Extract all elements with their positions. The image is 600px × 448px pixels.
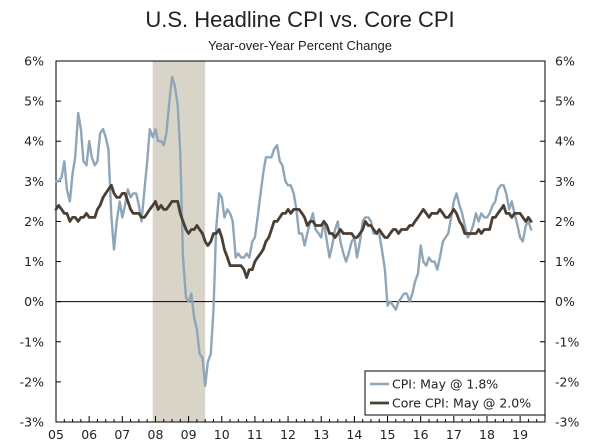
x-tick-label: 09 <box>181 427 197 442</box>
y-tick-label-right: 4% <box>555 134 575 149</box>
x-tick-label: 13 <box>313 427 329 442</box>
legend-label-cpi: CPI: May @ 1.8% <box>392 377 498 392</box>
chart-title: U.S. Headline CPI vs. Core CPI <box>145 7 455 32</box>
x-tick-label: 12 <box>280 427 296 442</box>
x-tick-label: 07 <box>114 427 130 442</box>
y-tick-label-left: 4% <box>24 134 44 149</box>
y-tick-label-left: -3% <box>20 415 44 430</box>
x-tick-label: 05 <box>48 427 64 442</box>
x-tick-label: 15 <box>380 427 396 442</box>
y-tick-label-left: 3% <box>24 174 44 189</box>
series-line-core-cpi <box>54 183 533 279</box>
x-tick-label: 17 <box>446 427 462 442</box>
y-tick-label-right: 5% <box>555 94 575 109</box>
y-tick-label-left: -2% <box>20 374 44 389</box>
chart-subtitle: Year-over-Year Percent Change <box>207 38 393 53</box>
x-tick-label: 08 <box>148 427 164 442</box>
y-tick-label-right: 3% <box>555 174 575 189</box>
y-tick-label-left: -1% <box>20 334 44 349</box>
y-tick-label-left: 5% <box>24 94 44 109</box>
legend-box <box>364 370 546 416</box>
y-tick-label-right: 6% <box>555 54 575 69</box>
y-tick-label-left: 0% <box>24 294 44 309</box>
y-tick-label-right: -3% <box>555 415 579 430</box>
y-tick-label-left: 2% <box>24 214 44 229</box>
y-tick-label-right: 1% <box>555 254 575 269</box>
series-line-cpi <box>54 75 533 388</box>
x-tick-label: 14 <box>346 427 362 442</box>
x-tick-label: 19 <box>512 427 528 442</box>
x-tick-label: 06 <box>81 427 97 442</box>
y-tick-label-right: -2% <box>555 374 579 389</box>
plot-frame <box>55 60 546 423</box>
y-tick-label-left: 1% <box>24 254 44 269</box>
x-tick-label: 11 <box>247 427 263 442</box>
x-tick-label: 16 <box>413 427 429 442</box>
x-tick-label: 10 <box>214 427 230 442</box>
y-tick-label-right: 2% <box>555 214 575 229</box>
y-tick-label-left: 6% <box>24 54 44 69</box>
y-tick-label-right: -1% <box>555 334 579 349</box>
legend-label-core-cpi: Core CPI: May @ 2.0% <box>392 396 531 411</box>
x-tick-label: 18 <box>479 427 495 442</box>
y-tick-label-right: 0% <box>555 294 575 309</box>
